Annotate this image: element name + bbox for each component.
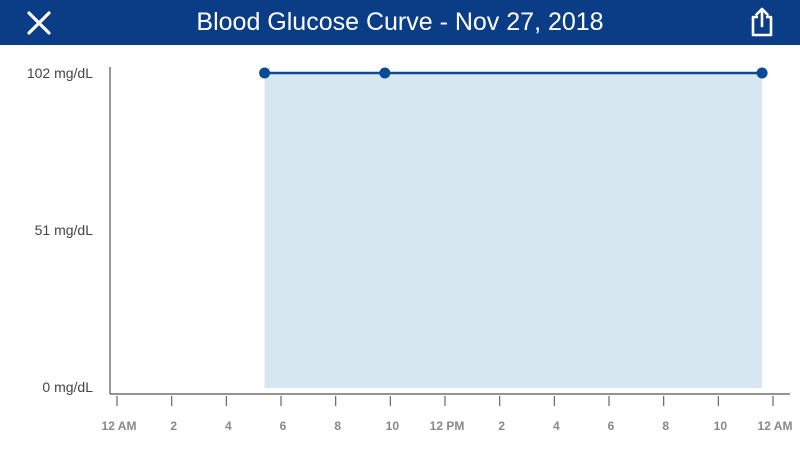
x-tick-label: 8	[334, 419, 341, 433]
close-button[interactable]	[22, 6, 56, 40]
y-tick-label: 0 mg/dL	[42, 379, 93, 395]
x-tick-label: 8	[662, 419, 669, 433]
x-tick-label: 10	[386, 419, 400, 433]
x-tick-label: 2	[498, 419, 505, 433]
y-tick-label: 102 mg/dL	[27, 65, 93, 81]
glucose-reading-point[interactable]	[756, 67, 768, 79]
x-tick-label: 6	[280, 419, 287, 433]
x-tick-label: 10	[714, 419, 728, 433]
share-button[interactable]	[745, 4, 779, 40]
x-tick-label: 4	[553, 419, 560, 433]
glucose-area	[264, 73, 763, 388]
x-tick-label: 4	[225, 419, 232, 433]
page-title: Blood Glucose Curve - Nov 27, 2018	[196, 8, 604, 36]
x-tick-label: 12 AM	[102, 419, 137, 433]
glucose-reading-point[interactable]	[379, 67, 391, 79]
y-tick-label: 51 mg/dL	[35, 222, 94, 238]
glucose-chart-svg: 0 mg/dL 51 mg/dL 102 mg/dL 12 AM 2 4 6 8 10 12 P…	[27, 65, 793, 433]
x-tick-label: 6	[608, 419, 615, 433]
share-icon	[751, 7, 773, 37]
close-icon	[27, 11, 51, 35]
glucose-chart: 0 mg/dL 51 mg/dL 102 mg/dL 12 AM 2 4 6 8 10 12 P…	[0, 45, 800, 450]
x-tick-label: 12 PM	[430, 419, 465, 433]
app-header: Blood Glucose Curve - Nov 27, 2018	[0, 0, 800, 45]
x-tick-label: 2	[170, 419, 177, 433]
x-tick-label: 12 AM	[758, 419, 793, 433]
glucose-reading-point[interactable]	[259, 67, 271, 79]
